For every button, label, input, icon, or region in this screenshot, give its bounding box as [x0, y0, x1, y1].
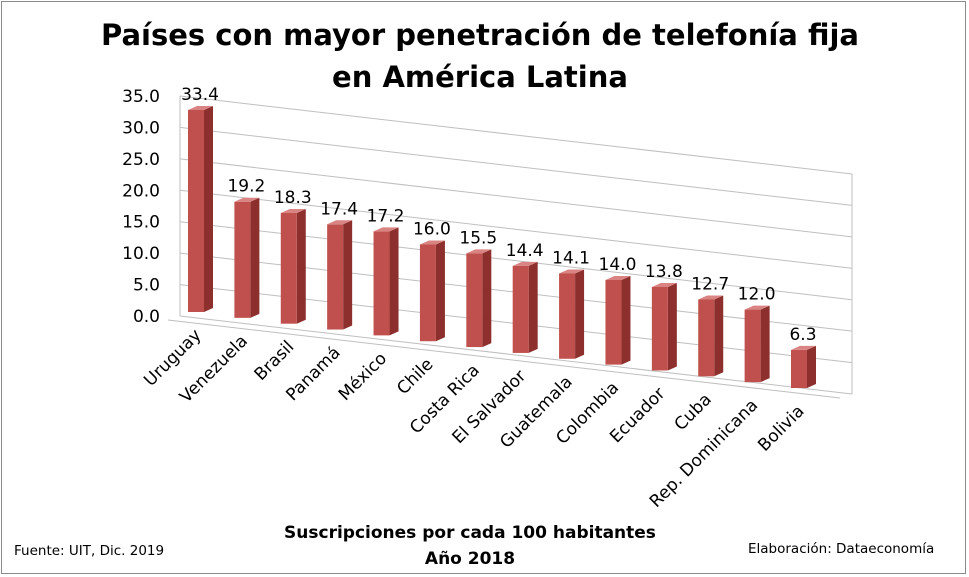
bar-front [605, 279, 622, 365]
bar-top [791, 345, 816, 350]
bar [744, 305, 770, 383]
data-label: 17.2 [367, 206, 405, 226]
x-tick-label: Chile [393, 355, 437, 399]
bar-front [466, 253, 483, 348]
data-label: 15.5 [459, 228, 497, 248]
bar-top [327, 220, 353, 225]
y-tick-label: 30.0 [122, 118, 160, 138]
gridline [179, 158, 853, 238]
bar-front [373, 231, 390, 336]
bar-top [188, 106, 213, 110]
bar-top [605, 275, 631, 280]
bar-front [651, 287, 668, 371]
bar-side [250, 197, 260, 318]
bar-side [528, 261, 538, 353]
bar [791, 345, 816, 388]
x-tick-label: Cuba [671, 390, 716, 435]
bar-front [559, 273, 576, 359]
bar-top [234, 197, 260, 202]
bar-side [482, 249, 492, 348]
data-label: 12.7 [691, 274, 729, 294]
bar-side [575, 269, 585, 359]
y-axis-ticks: 0.0 5.0 10.0 15.0 20.0 25.0 30.0 35.0 [122, 87, 160, 327]
x-tick-label: Bolivia [754, 401, 808, 455]
data-label: 33.4 [181, 85, 219, 105]
bar-top [373, 227, 399, 232]
gridline [179, 315, 853, 395]
x-axis-title: Suscripciones por cada 100 habitantes [284, 523, 656, 543]
bar [234, 197, 260, 318]
bar-side [389, 227, 399, 336]
data-labels: 33.4 19.2 18.3 17.4 17.2 16.0 15.5 14.4 14.1 14.0… [181, 85, 816, 345]
y-tick-label: 5.0 [133, 276, 160, 296]
chart-title: Países con mayor penetración de telefoní… [101, 18, 859, 94]
bar-front [698, 299, 715, 377]
data-label: 17.4 [320, 199, 358, 219]
bar-side [296, 209, 306, 324]
bars [188, 106, 816, 388]
data-label: 12.0 [738, 285, 776, 305]
x-tick-label: Brasil [251, 337, 299, 385]
bar-front [280, 213, 297, 324]
data-label: 13.8 [645, 262, 683, 282]
credit-note: Elaboración: Dataeconomía [748, 541, 935, 557]
bar [373, 227, 399, 336]
bar [419, 240, 445, 342]
y-tick-label: 35.0 [122, 87, 160, 107]
bar-side [667, 283, 677, 371]
bar-top [651, 283, 677, 288]
data-label: 18.3 [274, 188, 312, 208]
y-tick-label: 20.0 [122, 181, 160, 201]
gridline [179, 189, 853, 269]
bar-top [512, 261, 538, 266]
source-note: Fuente: UIT, Dic. 2019 [14, 543, 165, 559]
bar-side [204, 106, 213, 312]
bar-front [512, 265, 529, 353]
bar-top [280, 209, 306, 214]
data-label: 14.1 [552, 248, 590, 268]
bar-side [714, 295, 724, 377]
data-label: 16.0 [413, 219, 451, 239]
bar-side [807, 345, 816, 388]
bar-top [744, 305, 770, 310]
bar [651, 283, 677, 371]
bar-top [559, 269, 585, 274]
bar [466, 249, 492, 348]
bar-front [791, 349, 807, 388]
data-label: 19.2 [227, 177, 265, 197]
bar [605, 275, 631, 365]
bar-front [327, 224, 344, 330]
y-tick-label: 10.0 [122, 244, 160, 264]
bar-front [419, 244, 436, 342]
bar-front [188, 110, 204, 312]
bar-side [435, 240, 445, 342]
bar [280, 209, 306, 324]
bar-top [419, 240, 445, 245]
bar-top [466, 249, 492, 254]
data-label: 14.4 [506, 241, 544, 261]
bar [559, 269, 585, 359]
bar-front [744, 309, 761, 383]
bar [698, 295, 724, 377]
bar-side [343, 220, 353, 330]
data-label: 14.0 [599, 255, 637, 275]
bar-side [621, 275, 631, 365]
bar-front [234, 201, 251, 318]
gridline [179, 95, 853, 175]
bar-top [698, 295, 724, 300]
bar [327, 220, 353, 330]
floor-edge [167, 319, 841, 399]
y-tick-label: 25.0 [122, 150, 160, 170]
x-axis-subtitle: Año 2018 [424, 549, 516, 569]
data-label: 6.3 [789, 325, 816, 345]
gridline [179, 126, 853, 206]
y-tick-label: 15.0 [122, 213, 160, 233]
bar-side [760, 305, 770, 383]
bar [512, 261, 538, 353]
bar [188, 106, 213, 312]
y-tick-label: 0.0 [133, 307, 160, 327]
